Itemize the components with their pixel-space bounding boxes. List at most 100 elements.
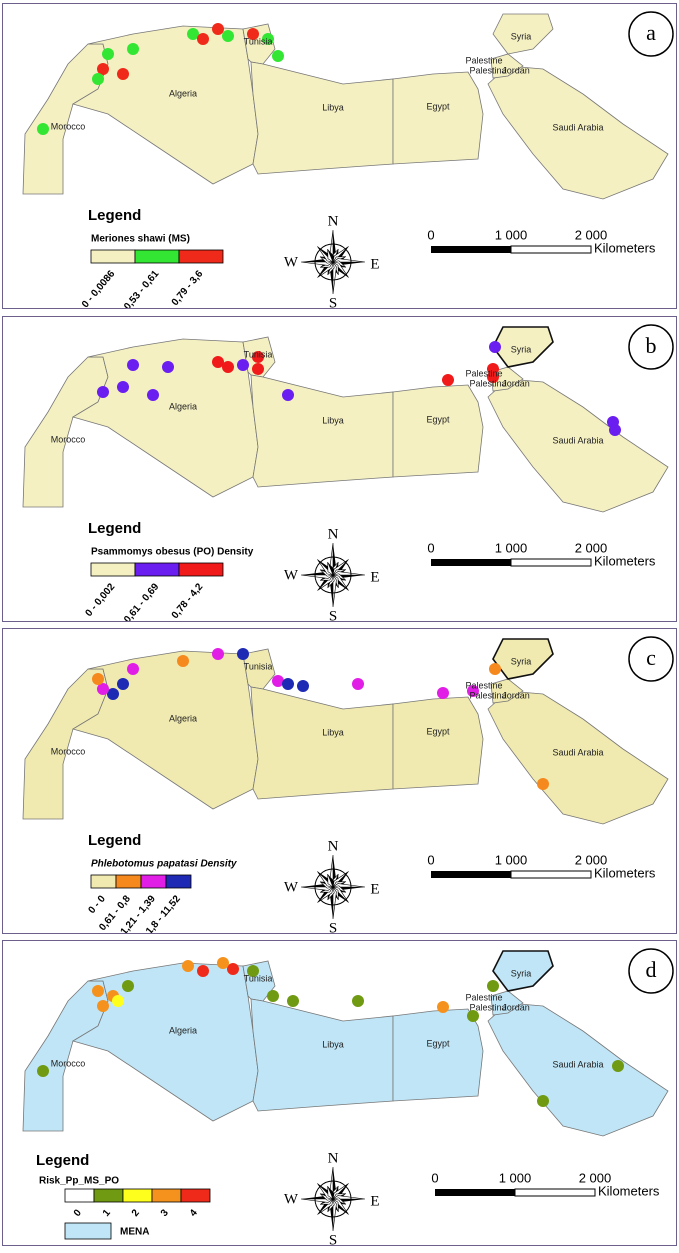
compass-ray (300, 886, 334, 891)
compass (300, 542, 366, 608)
map-panel: Tunisia Morocco Algeria Libya Egypt Palestine… (2, 316, 677, 622)
country-label: Algeria (169, 401, 197, 411)
occurrence-dot (92, 985, 104, 997)
country-label: Palestine (465, 680, 502, 690)
country-label: Jordan (502, 65, 530, 75)
legend-swatch-base (64, 1222, 112, 1240)
occurrence-dot (187, 28, 199, 40)
compass-s: S (329, 1232, 337, 1246)
panel-letter: b (646, 333, 657, 358)
country-shape (487, 1002, 669, 1137)
occurrence-dot (537, 1095, 549, 1107)
scale-label: 0 (427, 540, 434, 555)
occurrence-dot (117, 678, 129, 690)
compass-e: E (370, 569, 379, 585)
legend-class-label: 0 - 0 (87, 893, 109, 916)
scale-label: 1 000 (495, 540, 528, 555)
compass-ray (327, 248, 334, 263)
occurrence-dot (37, 1065, 49, 1077)
panel-letter-circle (628, 636, 674, 682)
legend-title: Legend (88, 207, 141, 224)
scale-label: 1 000 (495, 852, 528, 867)
compass-ring (314, 556, 352, 594)
country-label: Libya (322, 415, 344, 425)
country-shape (490, 990, 524, 1016)
legend-class-label: 0,79 - 3,6 (170, 268, 206, 308)
occurrence-dot (182, 960, 194, 972)
occurrence-dot (212, 23, 224, 35)
occurrence-dot (37, 123, 49, 135)
compass-w: W (284, 567, 299, 583)
scale-label: 1 000 (499, 1170, 532, 1185)
country-shape (392, 384, 484, 478)
country-label: Morocco (51, 1058, 86, 1068)
occurrence-dot (282, 389, 294, 401)
country-shape (490, 366, 524, 392)
occurrence-dot (609, 424, 621, 436)
occurrence-dot (97, 386, 109, 398)
occurrence-dot (352, 678, 364, 690)
country-shape (250, 998, 394, 1112)
legend-swatch (151, 1188, 182, 1203)
occurrence-dot (212, 648, 224, 660)
country-label: Tunisia (244, 973, 273, 983)
occurrence-dot (102, 48, 114, 60)
legend-swatch (165, 874, 192, 889)
legend-swatch (93, 1188, 124, 1203)
country-label: Palestine (465, 55, 502, 65)
country-shape (490, 53, 524, 79)
occurrence-dot (272, 675, 284, 687)
country-shape (22, 43, 109, 195)
legend-swatch (90, 562, 136, 577)
occurrence-dot (92, 673, 104, 685)
legend-class-label: 0 (72, 1207, 84, 1219)
compass-s: S (329, 295, 337, 309)
legend-class-label: 0 - 0,002 (84, 581, 118, 619)
legend-swatch (90, 874, 117, 889)
occurrence-dot (489, 663, 501, 675)
country-label: Tunisia (244, 661, 273, 671)
occurrence-dot (267, 990, 279, 1002)
map-panel: Tunisia Morocco Algeria Libya Egypt Palestine… (2, 628, 677, 934)
occurrence-dot (467, 685, 479, 697)
legend-swatch (122, 1188, 153, 1203)
country-label: Tunisia (244, 36, 273, 46)
country-label: Algeria (169, 1025, 197, 1035)
occurrence-dot (122, 980, 134, 992)
country-shape (250, 374, 394, 488)
scale-bar-white (510, 245, 592, 254)
country-shape (487, 378, 669, 513)
occurrence-dot (282, 678, 294, 690)
scale-label: 0 (427, 227, 434, 242)
compass-n: N (328, 213, 339, 229)
occurrence-dot (467, 1010, 479, 1022)
compass-n: N (328, 1150, 339, 1166)
panel-letter: c (646, 645, 656, 670)
scale-bar-black (435, 1189, 515, 1196)
country-label: Libya (322, 1039, 344, 1049)
scale-label: 2 000 (575, 227, 608, 242)
occurrence-dot (237, 359, 249, 371)
compass-e: E (370, 1193, 379, 1209)
occurrence-dot (127, 359, 139, 371)
occurrence-dot (352, 995, 364, 1007)
compass-ray (332, 1195, 366, 1200)
scale-unit: Kilometers (594, 240, 656, 255)
compass-n: N (328, 838, 339, 854)
compass-ray (327, 1185, 334, 1200)
panel-letter: a (646, 20, 656, 45)
legend-title: Legend (88, 520, 141, 537)
country-label: Palestina (469, 1002, 506, 1012)
compass-ring (314, 243, 352, 281)
occurrence-dot (117, 68, 129, 80)
panel-letter-circle (628, 948, 674, 994)
country-shape (490, 678, 524, 704)
occurrence-dot (97, 63, 109, 75)
compass-ring (314, 1180, 352, 1218)
scale-bar-white (510, 870, 592, 879)
occurrence-dot (287, 995, 299, 1007)
country-shape (250, 686, 394, 800)
legend-subtitle: Meriones shawi (MS) (91, 234, 190, 245)
scale-unit: Kilometers (594, 865, 656, 880)
